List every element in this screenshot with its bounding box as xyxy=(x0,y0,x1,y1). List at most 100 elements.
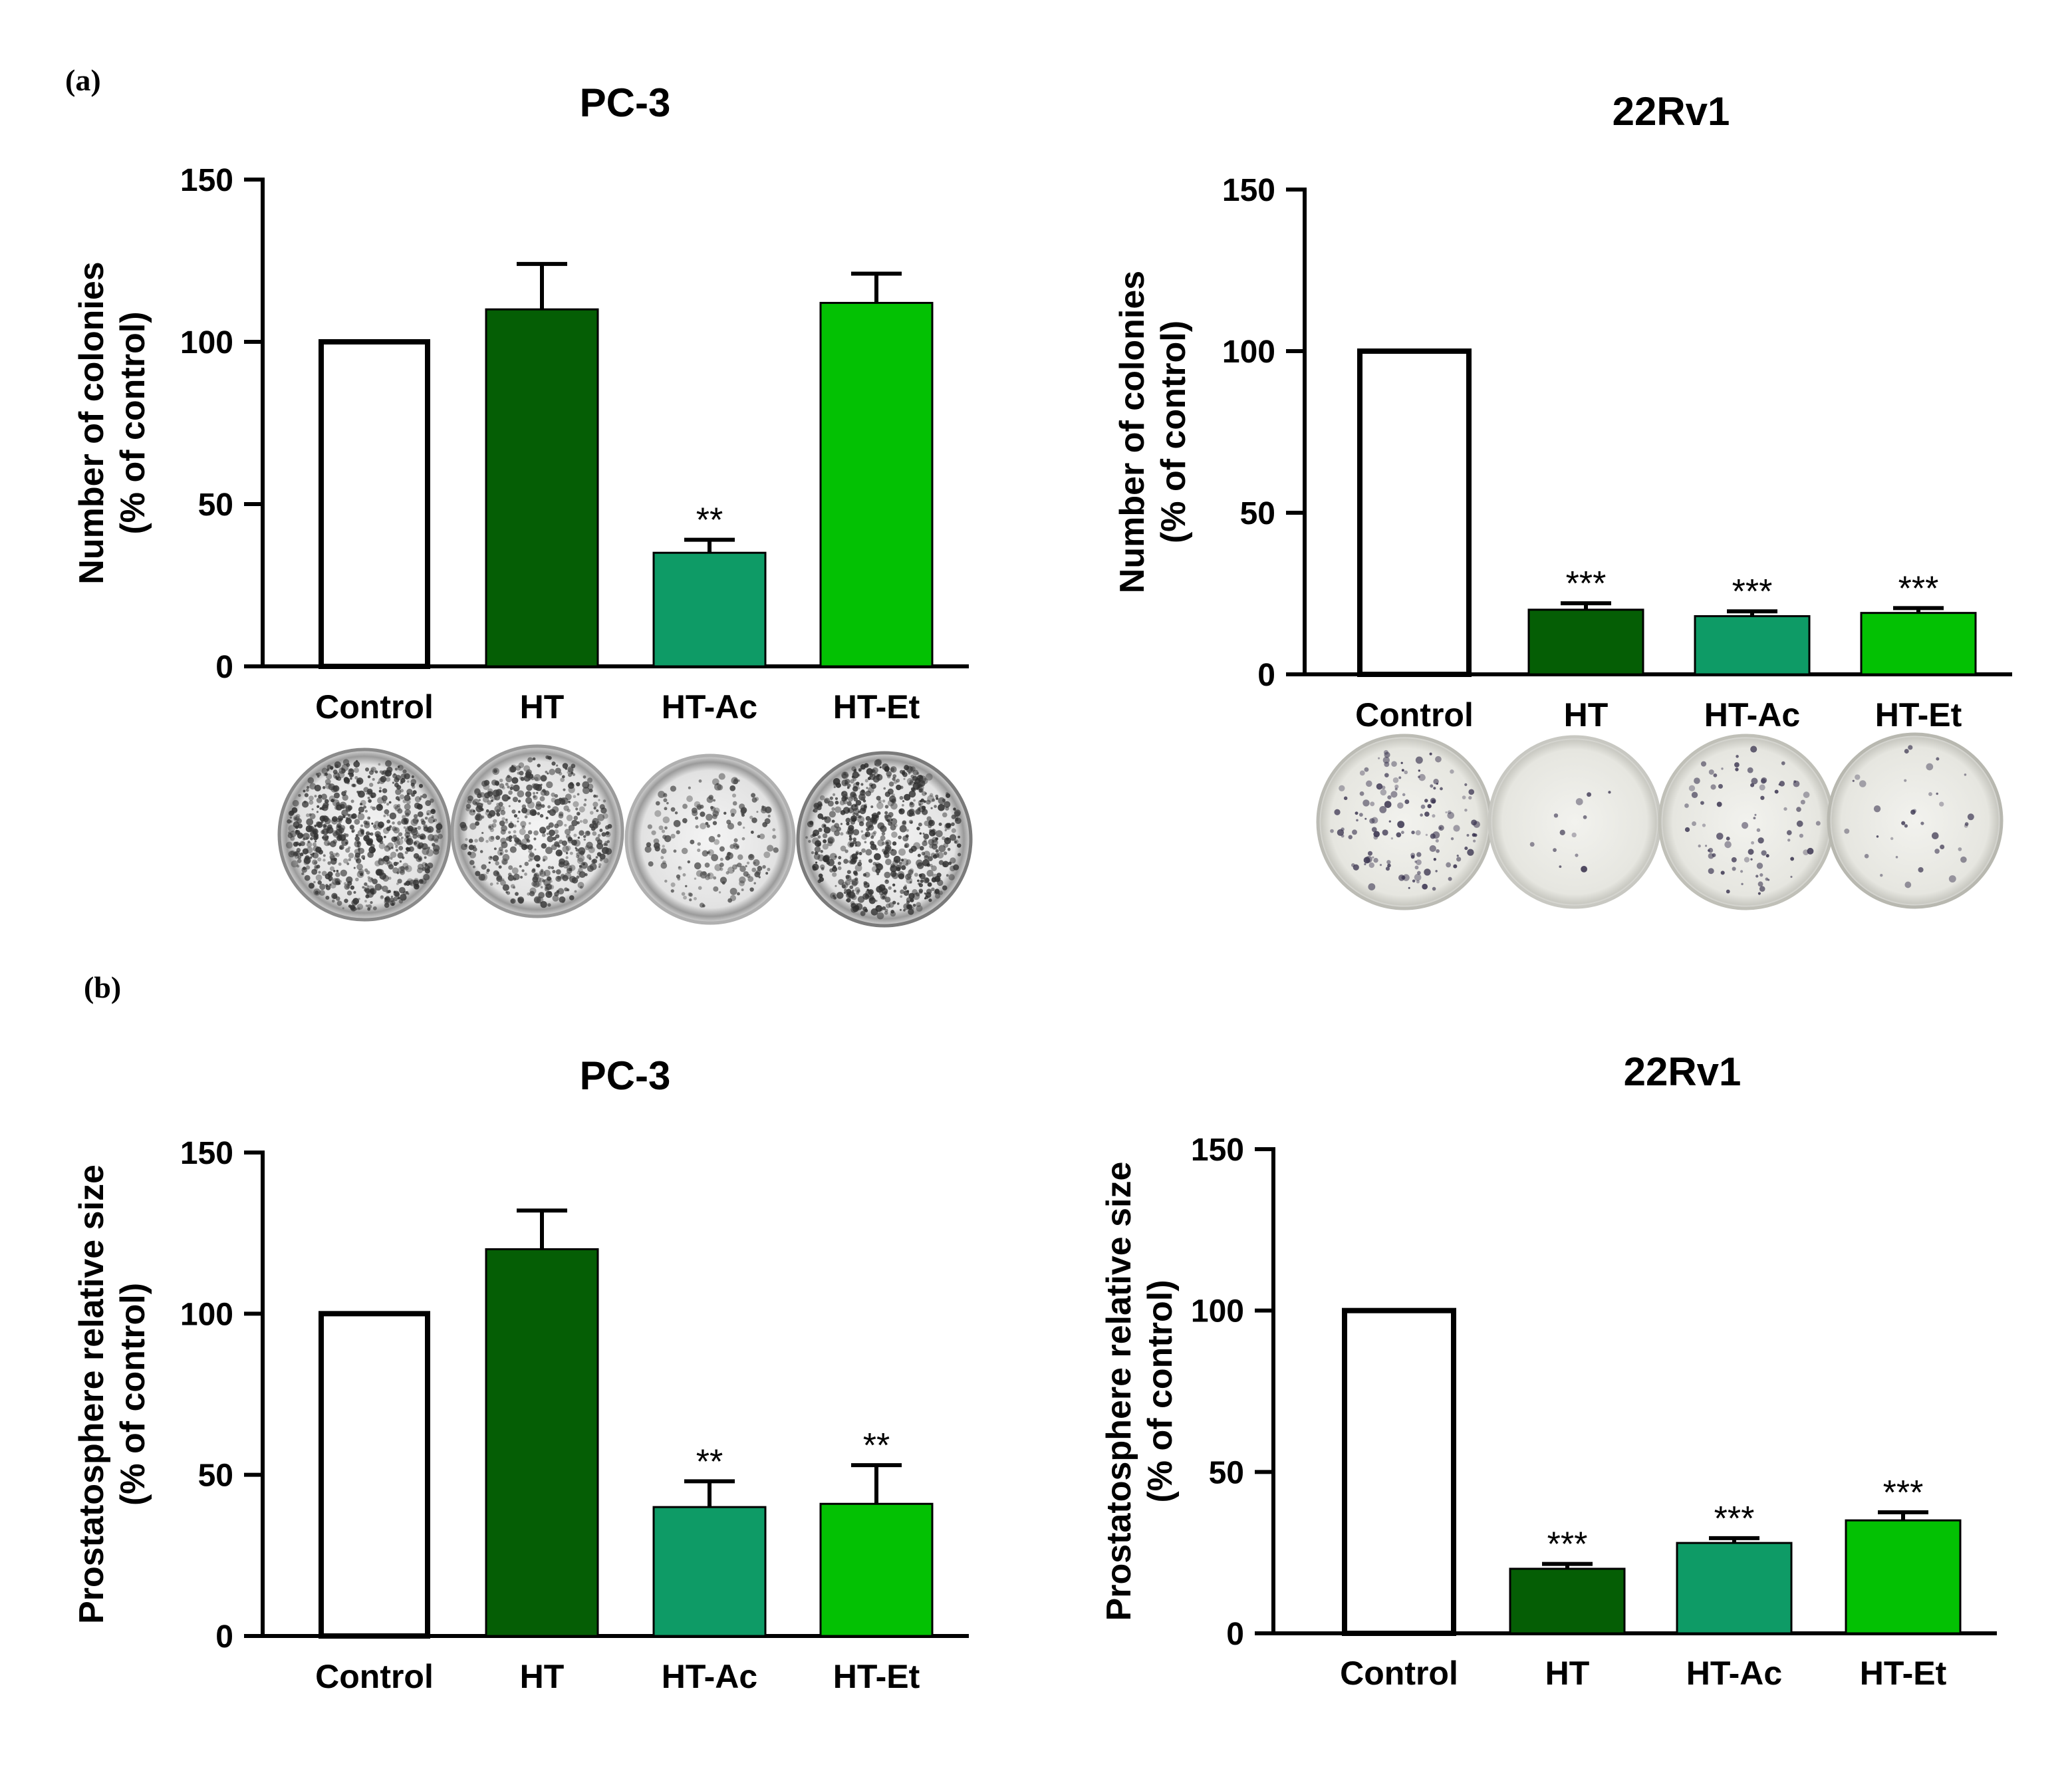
colony-dot xyxy=(944,837,952,845)
colony-dot xyxy=(568,786,575,793)
colony-dot xyxy=(521,838,528,845)
colony-dot xyxy=(428,816,435,824)
colony-dot xyxy=(527,844,533,851)
colony-dot xyxy=(513,830,517,834)
colony-dot xyxy=(892,774,897,778)
colony-dot xyxy=(850,902,856,908)
colony-dot xyxy=(336,900,342,906)
colony-dot xyxy=(1387,795,1392,800)
colony-dot xyxy=(358,806,364,813)
colony-dot xyxy=(719,857,723,861)
significance-label: *** xyxy=(1566,565,1607,603)
colony-dot xyxy=(562,845,569,853)
colony-dot xyxy=(531,810,537,816)
colony-dot xyxy=(762,821,768,827)
colony-dot xyxy=(561,840,568,846)
colony-dot xyxy=(1751,841,1755,845)
colony-dot xyxy=(704,862,710,868)
colony-dot xyxy=(518,811,521,813)
colony-dot xyxy=(1755,875,1759,878)
colony-dot xyxy=(1427,803,1432,809)
colony-dot xyxy=(539,827,547,834)
colony-dot xyxy=(824,816,831,823)
colony-dot xyxy=(330,785,338,793)
colony-dot xyxy=(351,830,354,833)
colony-dot xyxy=(551,761,556,766)
colony-dot xyxy=(1587,792,1592,797)
colony-dot xyxy=(396,838,404,845)
colony-dot xyxy=(935,849,939,853)
colony-dot xyxy=(1901,821,1906,825)
category-label: HT-Ac xyxy=(1704,696,1800,734)
colony-dot xyxy=(406,825,409,829)
colony-dot xyxy=(700,811,706,817)
colony-dot xyxy=(1433,787,1436,790)
colony-dot xyxy=(420,835,424,840)
colony-dot xyxy=(569,867,573,872)
colony-dot xyxy=(545,816,549,820)
colony-dot xyxy=(508,790,513,795)
colony-dot xyxy=(846,821,850,826)
colony-dot xyxy=(1415,830,1421,836)
colony-dot xyxy=(846,898,851,903)
colony-dot xyxy=(906,900,910,904)
colony-dot xyxy=(876,802,884,809)
colony-dot xyxy=(599,853,606,860)
colony-dot xyxy=(892,841,897,846)
colony-dot xyxy=(685,884,688,888)
colony-dot xyxy=(390,895,394,898)
bar-ht xyxy=(485,308,599,668)
colony-dot xyxy=(326,803,329,806)
colony-dot xyxy=(397,835,400,837)
chart-title: 22Rv1 xyxy=(1624,1049,1742,1094)
bar-ht xyxy=(1509,1567,1626,1635)
colony-dot xyxy=(383,814,386,817)
colony-dot xyxy=(607,824,612,829)
colony-dot xyxy=(335,853,340,857)
colony-dot xyxy=(598,799,600,801)
colony-dot xyxy=(674,811,678,815)
colony-dot xyxy=(313,881,316,884)
panel-label-a: (a) xyxy=(65,63,101,97)
colony-dot xyxy=(542,879,546,883)
y-tick-label: 0 xyxy=(215,650,233,685)
colony-dot xyxy=(467,795,473,801)
colony-dot xyxy=(296,865,300,868)
colony-dot xyxy=(419,797,422,801)
colony-dot xyxy=(474,814,481,821)
colony-dot xyxy=(400,866,405,871)
colony-dot xyxy=(1747,767,1753,773)
colony-dot xyxy=(390,857,393,860)
significance-label: *** xyxy=(1883,1474,1924,1512)
colony-dot xyxy=(324,782,332,789)
colony-dot xyxy=(387,842,394,849)
colony-dot xyxy=(691,807,698,814)
colony-dot xyxy=(598,865,601,869)
colony-dot xyxy=(575,848,579,852)
colony-dot xyxy=(422,793,428,799)
colony-dot xyxy=(359,803,363,806)
colony-dot xyxy=(684,821,687,824)
colony-dot xyxy=(1751,777,1758,785)
colony-dot xyxy=(745,865,747,868)
colony-dot xyxy=(502,859,507,865)
colony-dot xyxy=(898,848,906,856)
colony-dot xyxy=(1412,879,1416,883)
colony-dot xyxy=(414,878,419,883)
colony-dot xyxy=(384,835,386,839)
colony-dot xyxy=(860,783,864,786)
category-label: Control xyxy=(315,688,434,726)
bar-ht-ac xyxy=(652,1506,767,1637)
colony-dot xyxy=(1702,823,1706,827)
colony-dot xyxy=(930,807,933,809)
colony-dot xyxy=(1466,834,1470,837)
colony-dot xyxy=(351,899,358,906)
colony-dot xyxy=(597,813,605,821)
colony-dot xyxy=(1362,799,1370,807)
colony-dot xyxy=(833,781,837,787)
colony-dot xyxy=(316,811,319,813)
colony-dot xyxy=(1384,801,1392,808)
colony-dot xyxy=(901,865,906,871)
colony-dot xyxy=(717,834,721,838)
colony-dot xyxy=(855,781,860,785)
